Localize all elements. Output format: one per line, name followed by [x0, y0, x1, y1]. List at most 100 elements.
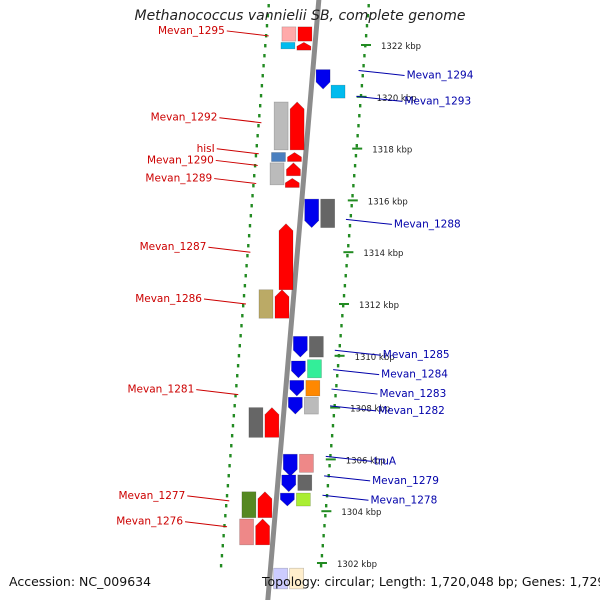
gene-reverse [296, 492, 311, 507]
ruler-dot [338, 344, 341, 348]
genome-backbone-line [265, 0, 322, 600]
gene-label-reverse: Mevan_1292 [151, 112, 218, 124]
ruler-dot [361, 74, 364, 78]
label-leader-line [215, 159, 258, 166]
ruler-dot [333, 404, 336, 408]
label-leader-line [356, 95, 403, 102]
gene-label-reverse: Mevan_1281 [127, 384, 194, 396]
ruler-dot [343, 284, 347, 288]
ruler-dot [335, 384, 338, 388]
ruler-dot [359, 94, 363, 98]
label-leader-line [330, 405, 377, 412]
ruler-dot [236, 364, 240, 368]
kbp-label: 1308 kbp [350, 405, 390, 415]
ruler-dot [230, 444, 233, 448]
ruler-dot [232, 414, 236, 418]
gene-forward [257, 491, 273, 518]
gene-reverse [330, 84, 346, 99]
ruler-dot [234, 394, 237, 398]
gene-reverse [289, 380, 305, 397]
ruler-dot [241, 304, 245, 308]
ruler-dot [249, 214, 253, 218]
ruler-dot [331, 424, 335, 428]
gene-reverse [288, 396, 303, 415]
gene-label-reverse: hisI [197, 143, 215, 155]
ruler-dot [260, 84, 264, 88]
gene-forward [258, 289, 274, 319]
ruler-dot [350, 204, 353, 208]
ruler-dot [323, 524, 326, 528]
kbp-label: 1312 kbp [359, 301, 399, 311]
label-leader-line [184, 521, 228, 528]
label-leader-line [226, 30, 269, 37]
label-leader-line [187, 495, 230, 502]
gene-forward [281, 26, 297, 42]
ruler-dot [353, 174, 356, 178]
kbp-label: 1320 kbp [377, 94, 417, 104]
ruler-dot [360, 84, 364, 88]
ruler-dot [266, 14, 270, 18]
kbp-label: 1310 kbp [355, 353, 395, 363]
gene-reverse [315, 69, 331, 90]
ruler-dot [247, 234, 251, 238]
gene-forward [241, 491, 257, 518]
ruler-dot [341, 304, 345, 308]
gene-label-forward: Mevan_1293 [404, 95, 471, 107]
gene-forward [271, 152, 286, 162]
ruler-dot [365, 24, 369, 28]
kbp-label: 1304 kbp [341, 508, 381, 518]
gene-reverse [281, 474, 297, 493]
ruler-dot [263, 54, 266, 58]
ruler-dot [262, 64, 265, 68]
gene-forward [286, 162, 301, 177]
ruler-dot [362, 64, 365, 68]
ruler-dot [243, 284, 247, 288]
label-leader-line [325, 455, 372, 462]
ruler-dot [228, 464, 231, 468]
kbp-label: 1302 kbp [337, 560, 377, 570]
topology-info: Topology: circular; Length: 1,720,048 bp… [262, 574, 600, 589]
kbp-label: 1314 kbp [363, 249, 403, 259]
ruler-dot [238, 344, 241, 348]
ruler-dot [354, 154, 358, 158]
gene-reverse [297, 474, 313, 491]
ruler-dot [241, 314, 244, 318]
label-leader-line [358, 69, 405, 76]
ruler-dot [348, 224, 352, 228]
label-leader-line [219, 117, 262, 124]
ruler-dot [226, 484, 230, 488]
gene-forward [278, 223, 294, 291]
ruler-dot [252, 184, 255, 188]
gene-label-forward: Mevan_1279 [372, 475, 439, 487]
ruler-dot [227, 474, 230, 478]
ruler-dot [319, 564, 323, 568]
gene-track [239, 26, 346, 590]
ruler-dot [329, 454, 332, 458]
gene-label-forward: Mevan_1284 [381, 369, 448, 381]
ruler-dot [349, 214, 353, 218]
ruler-dot [247, 244, 250, 248]
ruler-dot [245, 264, 248, 268]
ruler-dot [324, 504, 328, 508]
gene-label-reverse: Mevan_1289 [145, 173, 212, 185]
ruler-dot [265, 24, 269, 28]
ruler-dot [253, 174, 256, 178]
gene-label-reverse: Mevan_1290 [147, 154, 214, 166]
ruler-dot [358, 104, 362, 108]
ruler-dot [341, 314, 344, 318]
ruler-dot [261, 74, 264, 78]
ruler-dot [248, 224, 252, 228]
genome-title: Methanococcus vannielii SB, complete gen… [134, 8, 466, 24]
gene-forward [273, 101, 289, 151]
ruler-dot [267, 4, 270, 8]
ruler-dot [332, 414, 336, 418]
ruler-dot [257, 124, 260, 128]
ruler-dot [235, 384, 238, 388]
gene-label-forward: Mevan_1283 [379, 388, 446, 400]
ruler-dot [321, 544, 324, 548]
ruler-dot [222, 534, 225, 538]
kbp-label: 1318 kbp [372, 146, 412, 156]
ruler-dot [258, 104, 262, 108]
gene-reverse [293, 336, 308, 358]
gene-forward [264, 407, 280, 438]
